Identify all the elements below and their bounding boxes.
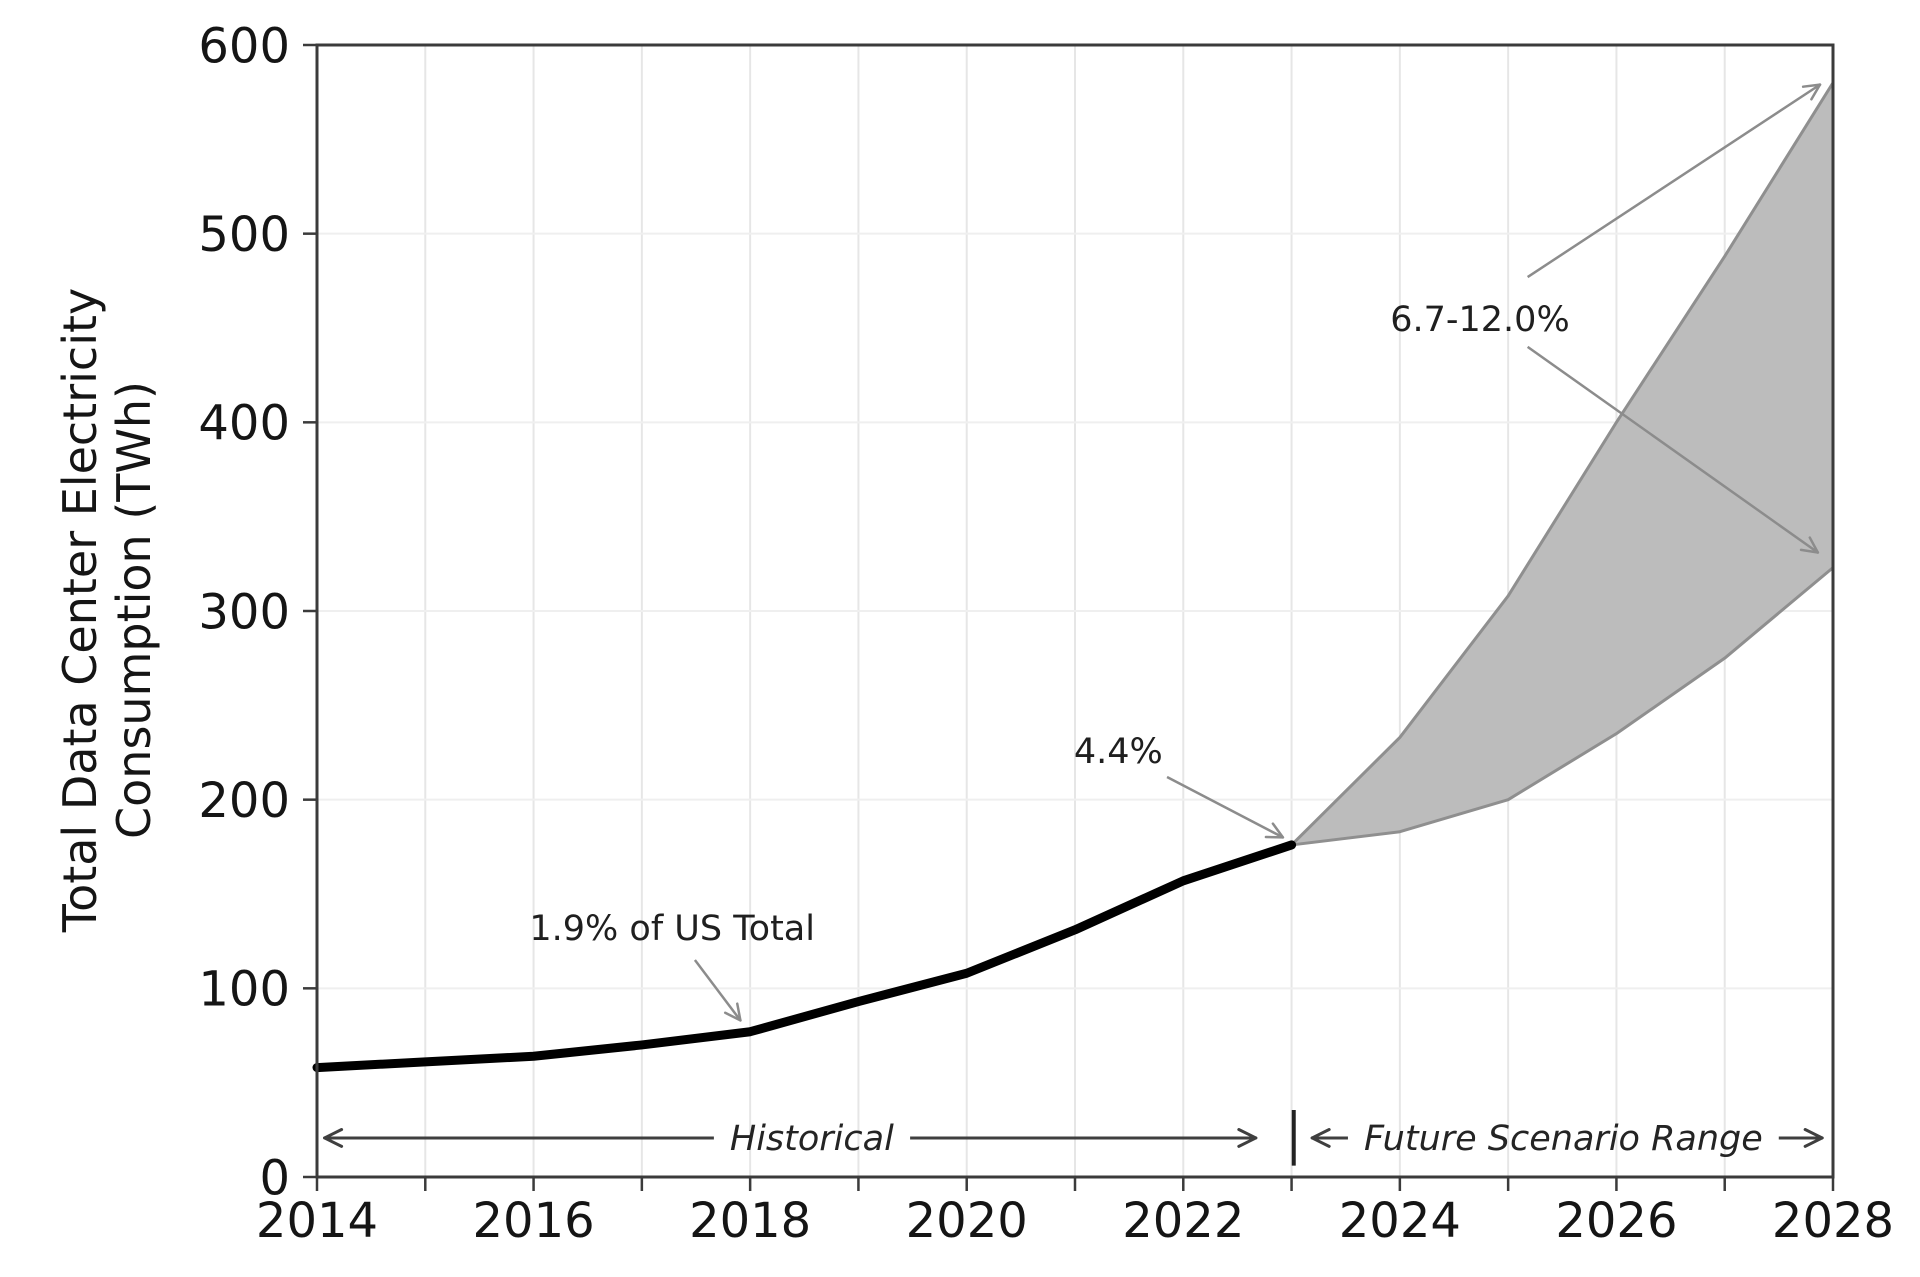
annotation-text: 4.4% — [1074, 732, 1163, 772]
y-tick-label: 400 — [198, 396, 290, 452]
x-tick-label: 2024 — [1339, 1193, 1461, 1249]
range-label: Future Scenario Range — [1364, 1119, 1763, 1159]
x-tick-label: 2018 — [689, 1193, 811, 1249]
x-tick-label: 2026 — [1555, 1193, 1677, 1249]
annotation-arrow — [1166, 775, 1284, 839]
arrowhead — [323, 1136, 344, 1148]
arrowhead — [723, 1011, 742, 1022]
arrowhead — [1310, 1136, 1331, 1148]
arrowhead — [1799, 548, 1820, 554]
x-tick-label: 2028 — [1772, 1193, 1894, 1249]
annotation-arrow — [1526, 83, 1821, 279]
arrowhead — [1810, 83, 1822, 101]
annotation-text: 1.9% of US Total — [529, 909, 815, 949]
arrowhead — [1803, 1136, 1824, 1148]
y-tick-label: 200 — [198, 773, 290, 829]
y-tick-label: 300 — [198, 584, 290, 640]
arrowhead — [1237, 1128, 1258, 1140]
arrowhead — [736, 1002, 742, 1022]
y-tick-label: 0 — [259, 1150, 290, 1206]
arrowhead — [1803, 1128, 1824, 1140]
annotation-arrow — [1526, 345, 1819, 554]
arrowhead — [323, 1128, 344, 1140]
arrowhead — [1808, 536, 1820, 554]
arrowhead — [1310, 1128, 1331, 1140]
x-tick-label: 2022 — [1122, 1193, 1244, 1249]
y-axis-title-line1: Total Data Center Electricity — [53, 288, 107, 933]
x-tick-label: 2016 — [472, 1193, 594, 1249]
x-tick-label: 2020 — [906, 1193, 1028, 1249]
arrowhead — [1271, 822, 1285, 839]
y-tick-label: 100 — [198, 962, 290, 1018]
y-axis-title-line2: Consumption (TWh) — [107, 381, 161, 839]
historical-line — [312, 840, 1297, 1073]
y-tick-label: 500 — [198, 207, 290, 263]
x-tick-label: 2014 — [256, 1193, 378, 1249]
arrowhead — [1237, 1136, 1258, 1148]
y-tick-label: 600 — [198, 18, 290, 74]
range-label: Historical — [730, 1119, 894, 1159]
annotation-text: 6.7-12.0% — [1390, 300, 1569, 340]
annotation-arrow — [693, 959, 742, 1022]
arrowhead — [1801, 83, 1822, 88]
